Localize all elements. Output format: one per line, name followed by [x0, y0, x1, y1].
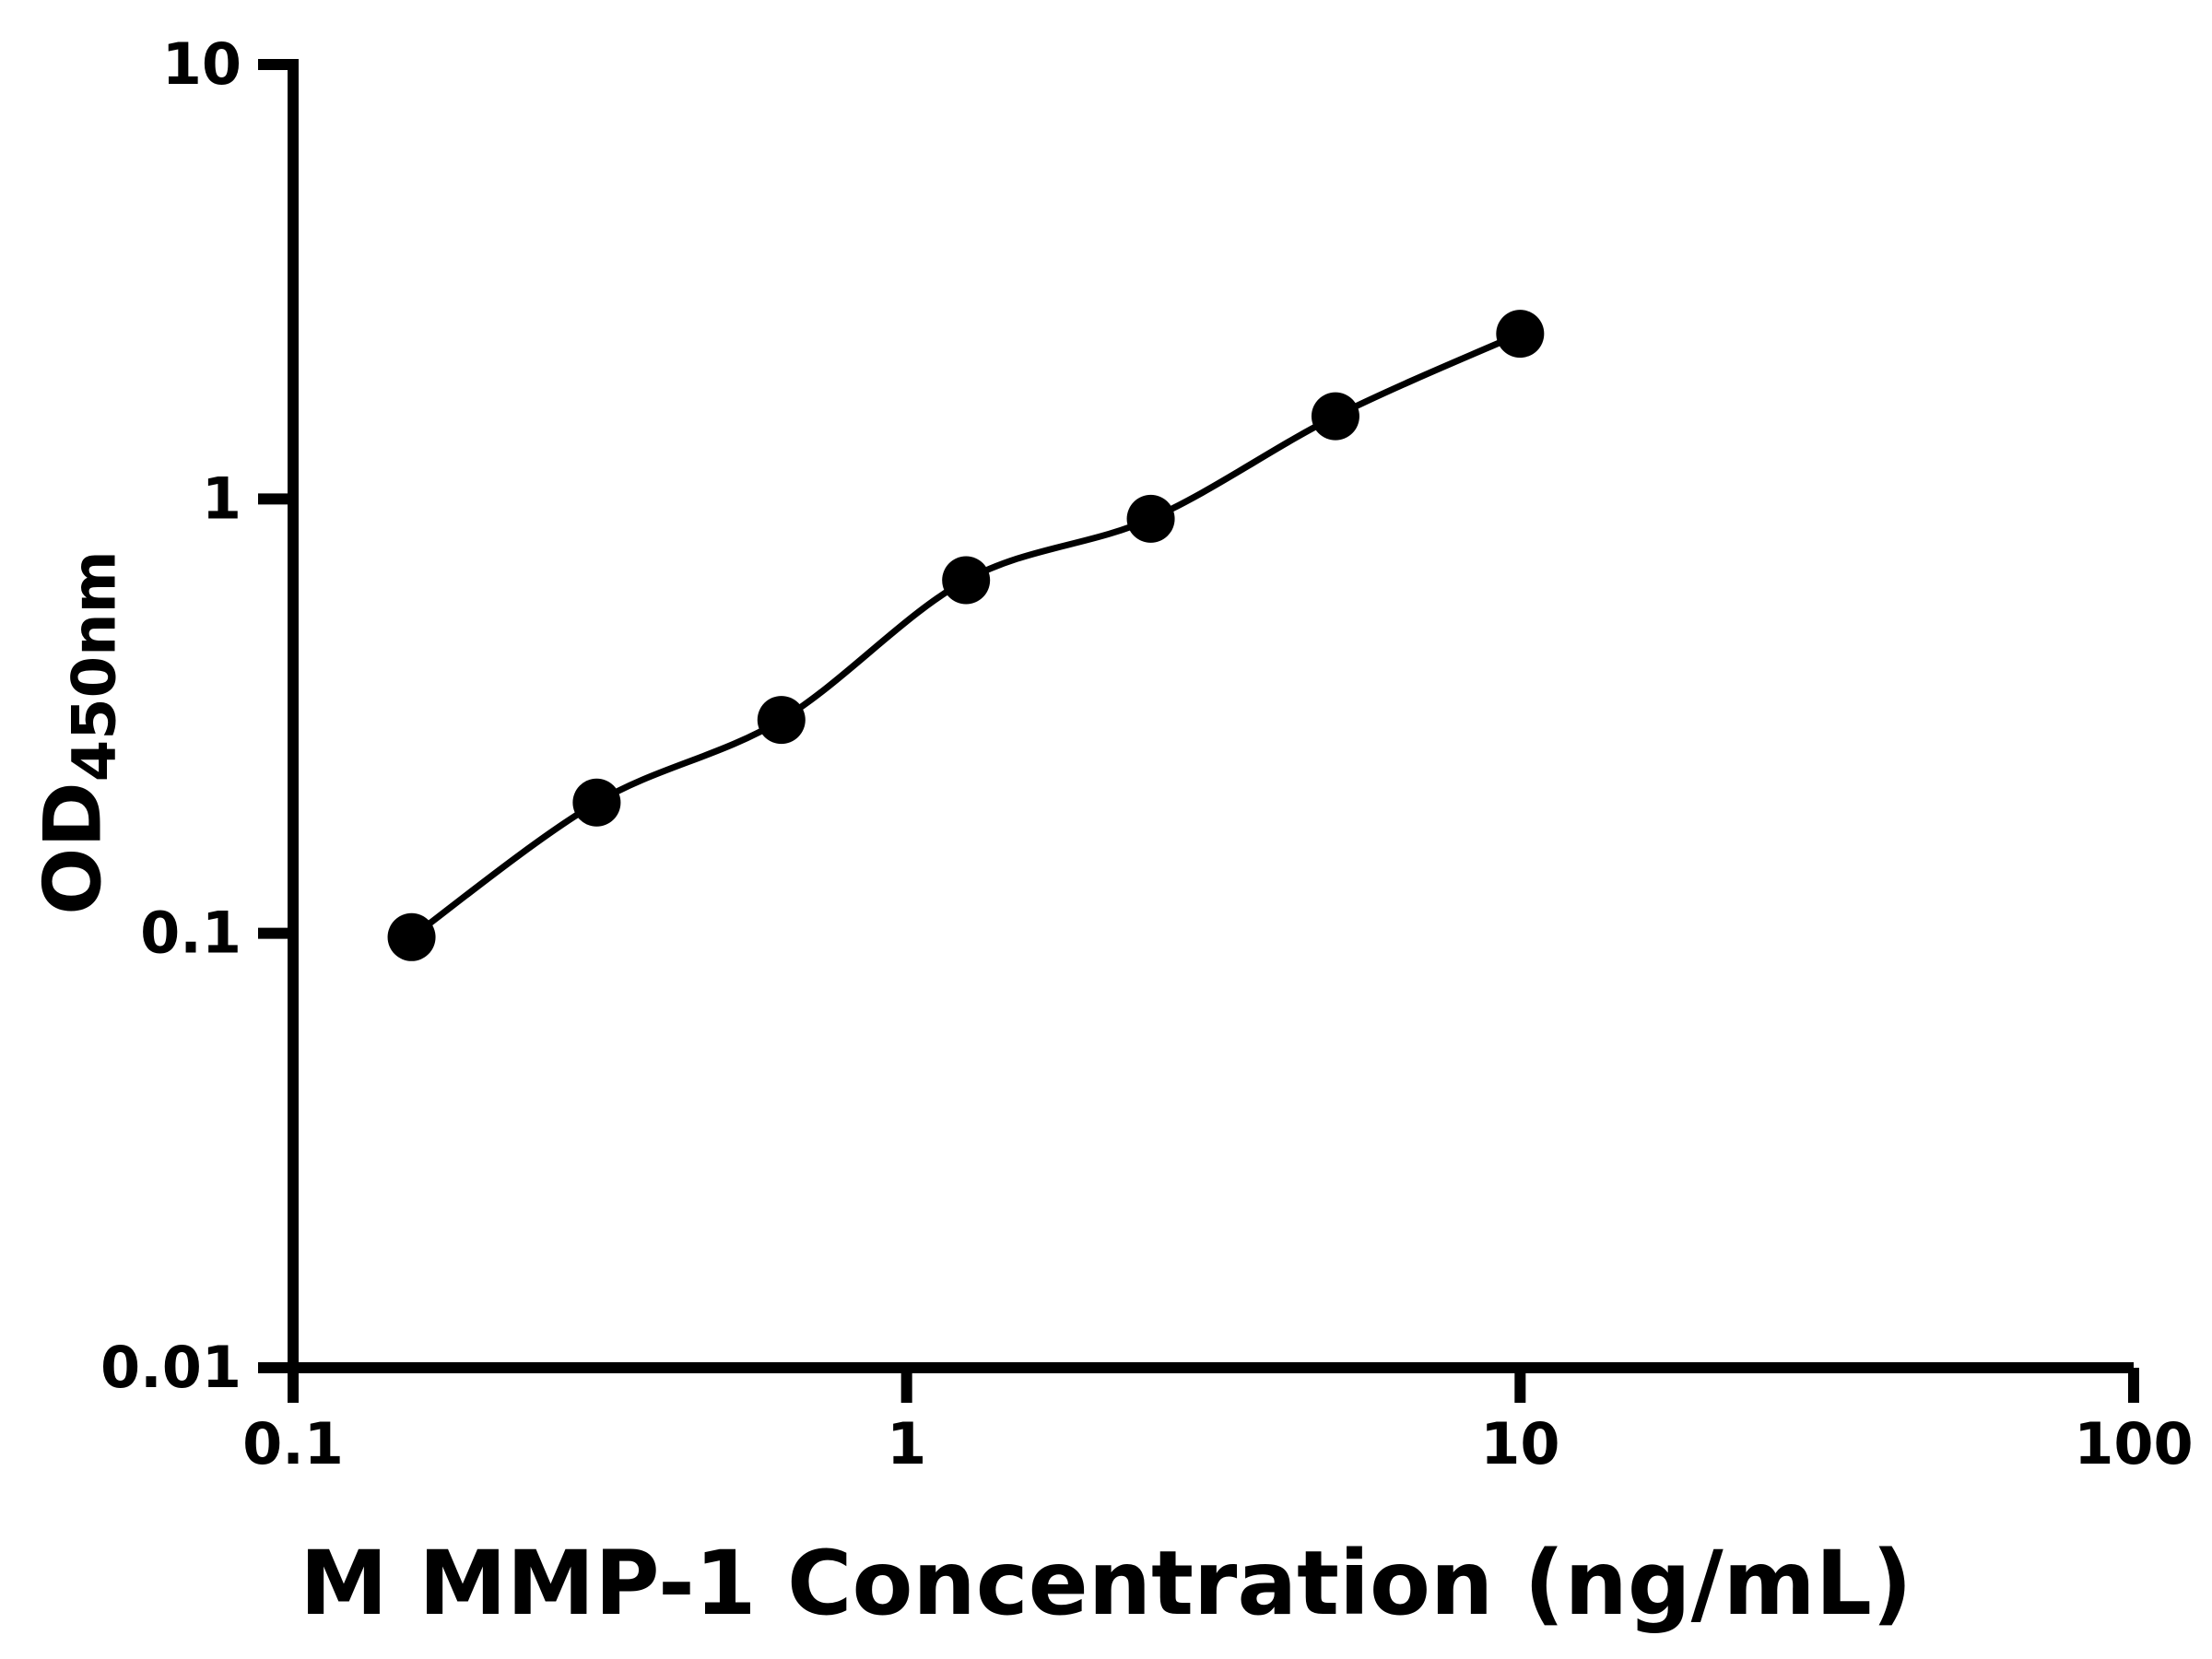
y-axis-title-main: OD: [27, 782, 120, 915]
data-point: [942, 556, 991, 605]
x-tick-label: 10: [1480, 1410, 1559, 1477]
y-tick-label: 1: [202, 465, 241, 532]
axis-spines: [288, 59, 2134, 1373]
data-point: [387, 912, 436, 961]
y-tick-label: 10: [162, 30, 241, 98]
y-tick-label: 0.1: [140, 900, 241, 967]
data-point: [757, 696, 806, 745]
x-tick-label: 0.1: [242, 1410, 344, 1477]
data-point: [1126, 494, 1175, 543]
data-point: [572, 778, 621, 827]
x-tick-label: 100: [2074, 1410, 2193, 1477]
y-tick-label: 0.01: [100, 1334, 241, 1401]
data-point: [1496, 310, 1545, 359]
data-point: [1311, 392, 1359, 441]
y-axis-title: OD450nm: [28, 550, 130, 915]
y-axis-title-subscript: 450nm: [59, 550, 130, 782]
x-tick-label: 1: [887, 1410, 926, 1477]
x-axis-title: M MMP-1 Concentration (ng/mL): [300, 1532, 1912, 1635]
